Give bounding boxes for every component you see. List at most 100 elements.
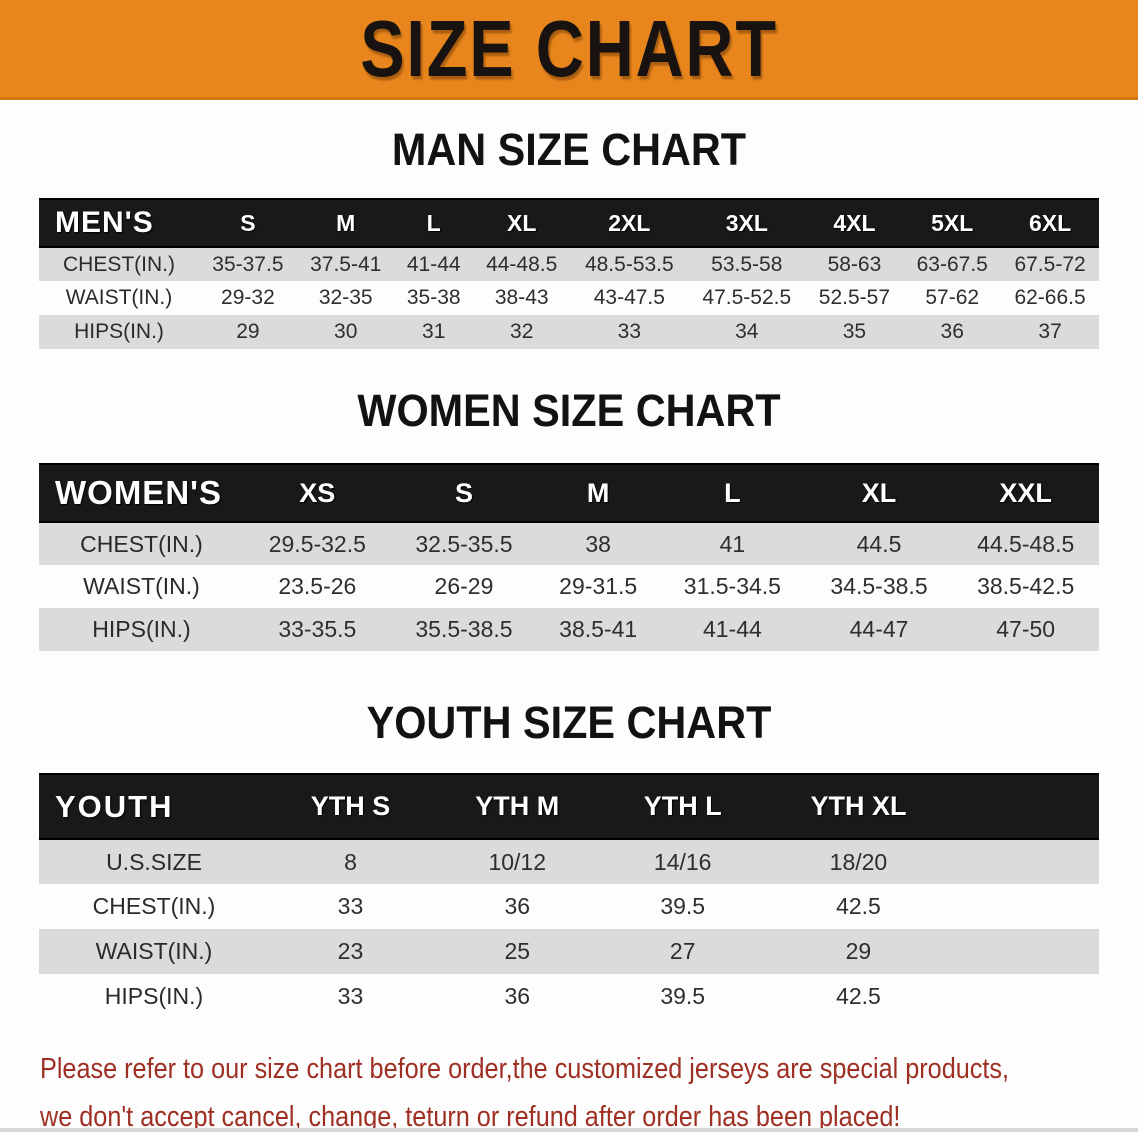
row-filler-cell — [954, 929, 1099, 974]
measurement-value: 41-44 — [406, 252, 461, 276]
banner-title: SIZE CHART — [360, 3, 778, 94]
size-column-header: M — [296, 198, 395, 248]
measurement-value: 32.5-35.5 — [415, 530, 513, 557]
measurement-value: 29 — [236, 320, 260, 343]
measurement-value: 67.5-72 — [1014, 252, 1086, 276]
size-column-header: 2XL — [570, 198, 689, 248]
women-size-table: WOMEN'S XS S M L XL XXL CHEST(IN.) 29.5-32.5 32.5… — [39, 463, 1099, 651]
measurement-value: 36 — [504, 893, 531, 919]
measurement-label: HIPS(IN.) — [92, 616, 191, 642]
measurement-value: 29-31.5 — [559, 573, 638, 599]
size-column-header: YTH L — [602, 773, 763, 840]
size-header-row: WOMEN'S XS S M L XL XXL — [39, 463, 1099, 523]
size-column-header: YTH S — [269, 773, 432, 840]
measurement-value: 29 — [845, 938, 872, 964]
measurement-row: WAIST(IN.) 29-32 32-35 35-38 38-43 43-47.5 47.… — [39, 281, 1099, 315]
size-group-label: WOMEN'S — [39, 463, 244, 523]
measurement-value: 33 — [617, 320, 642, 343]
measurement-value: 33-35.5 — [278, 616, 357, 642]
size-column-header: L — [659, 463, 806, 523]
measurement-value: 35.5-38.5 — [415, 616, 513, 642]
measurement-row: CHEST(IN.) 35-37.5 37.5-41 41-44 44-48.5 48.5… — [39, 247, 1099, 281]
measurement-value: 44-48.5 — [486, 252, 558, 276]
size-column-header: S — [199, 198, 297, 248]
measurement-value: 29-32 — [221, 286, 275, 309]
man-section-heading: MAN SIZE CHART — [391, 124, 747, 175]
measurement-row: HIPS(IN.) 29 30 31 32 33 34 35 36 37 — [39, 315, 1099, 349]
men-size-table: MEN'S S M L XL 2XL 3XL 4XL 5XL 6XL CHEST(IN.) 35-37… — [39, 198, 1099, 349]
measurement-value: 31.5-34.5 — [683, 573, 781, 599]
banner: SIZE CHART — [0, 0, 1138, 100]
measurement-value: 25 — [504, 938, 531, 964]
measurement-value: 27 — [669, 938, 696, 964]
measurement-value: 35-37.5 — [212, 252, 284, 276]
measurement-value: 44.5-48.5 — [977, 530, 1075, 557]
measurement-value: 38.5-42.5 — [977, 573, 1075, 599]
measurement-value: 32-35 — [318, 286, 373, 309]
row-filler-cell — [954, 884, 1099, 929]
measurement-value: 35-38 — [406, 286, 461, 309]
measurement-value: 29.5-32.5 — [268, 530, 366, 557]
measurement-value: 47-50 — [996, 616, 1056, 642]
size-column-header: 3XL — [688, 198, 806, 248]
measurement-value: 44-47 — [849, 616, 909, 642]
measurement-value: 58-63 — [827, 252, 882, 276]
measurement-label: CHEST(IN.) — [80, 530, 203, 557]
measurement-value: 53.5-58 — [711, 252, 783, 276]
size-column-header: YTH XL — [762, 773, 954, 840]
header-filler-cell — [954, 773, 1099, 840]
measurement-value: 14/16 — [653, 848, 712, 875]
measurement-value: 41-44 — [702, 616, 762, 642]
measurement-value: 30 — [334, 320, 358, 343]
measurement-value: 42.5 — [836, 983, 881, 1009]
disclaimer-line-1: Please refer to our size chart before or… — [40, 1053, 1010, 1085]
measurement-row: U.S.SIZE 8 10/12 14/16 18/20 — [39, 839, 1099, 884]
measurement-value: 35 — [842, 320, 867, 343]
measurement-label: CHEST(IN.) — [92, 893, 216, 919]
size-header-row: MEN'S S M L XL 2XL 3XL 4XL 5XL 6XL — [39, 198, 1099, 248]
measurement-value: 23 — [337, 938, 364, 964]
measurement-row: CHEST(IN.) 33 36 39.5 42.5 — [39, 884, 1099, 929]
measurement-value: 43-47.5 — [593, 286, 665, 309]
measurement-value: 34 — [735, 320, 759, 343]
measurement-row: WAIST(IN.) 23 25 27 29 — [39, 929, 1099, 974]
measurement-value: 8 — [344, 848, 357, 875]
measurement-row: HIPS(IN.) 33 36 39.5 42.5 — [39, 974, 1099, 1019]
disclaimer: Please refer to our size chart before or… — [40, 1045, 1010, 1132]
measurement-value: 37.5-41 — [310, 252, 382, 276]
measurement-label: CHEST(IN.) — [63, 252, 175, 276]
measurement-value: 36 — [940, 320, 964, 343]
size-group-label: MEN'S — [39, 198, 199, 248]
measurement-row: CHEST(IN.) 29.5-32.5 32.5-35.5 38 41 44.5 44.5… — [39, 522, 1099, 565]
measurement-value: 38.5-41 — [559, 616, 638, 642]
size-column-header: S — [390, 463, 538, 523]
measurement-value: 47.5-52.5 — [702, 286, 792, 309]
bottom-edge-line — [0, 1128, 1138, 1132]
measurement-label: HIPS(IN.) — [74, 320, 164, 343]
measurement-value: 31 — [422, 320, 446, 343]
measurement-row: HIPS(IN.) 33-35.5 35.5-38.5 38.5-41 41-44 44-… — [39, 608, 1099, 651]
measurement-value: 37 — [1038, 320, 1062, 343]
size-column-header: M — [537, 463, 660, 523]
size-column-header: XL — [805, 463, 953, 523]
row-filler-cell — [954, 974, 1099, 1019]
measurement-label: WAIST(IN.) — [65, 286, 173, 309]
measurement-row: WAIST(IN.) 23.5-26 26-29 29-31.5 31.5-34.5 34… — [39, 565, 1099, 608]
measurement-value: 23.5-26 — [278, 573, 357, 599]
measurement-value: 18/20 — [829, 848, 888, 875]
measurement-value: 39.5 — [660, 893, 706, 919]
measurement-value: 38 — [585, 530, 611, 557]
measurement-value: 48.5-53.5 — [584, 252, 674, 276]
size-column-header: 4XL — [805, 198, 904, 248]
size-column-header: YTH M — [431, 773, 603, 840]
measurement-value: 33 — [337, 893, 364, 919]
size-column-header: 5XL — [903, 198, 1002, 248]
measurement-value: 26-29 — [434, 573, 494, 599]
measurement-value: 42.5 — [836, 893, 881, 919]
measurement-value: 10/12 — [488, 848, 547, 875]
youth-size-table: YOUTH YTH S YTH M YTH L YTH XL U.S.SIZE 8 10/12… — [39, 773, 1099, 1019]
women-section-heading: WOMEN SIZE CHART — [357, 385, 781, 436]
disclaimer-line-2: we don't accept cancel, change, teturn o… — [40, 1101, 901, 1132]
measurement-value: 38-43 — [494, 286, 549, 309]
